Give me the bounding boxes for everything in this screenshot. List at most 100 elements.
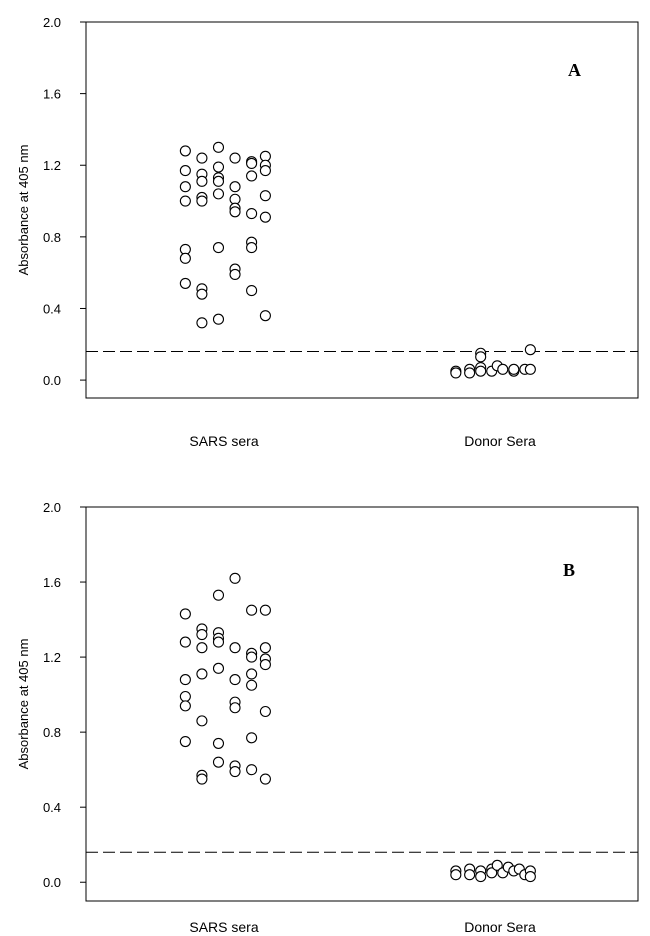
y-tick-label: 0.8 (43, 230, 61, 245)
data-point-sars-sera (212, 589, 225, 601)
y-tick-label: 0.0 (43, 373, 61, 388)
data-point-sars-sera (196, 715, 208, 727)
data-point-sars-sera (212, 188, 225, 200)
data-point-sars-sera (259, 165, 271, 177)
data-point-sars-sera (212, 242, 225, 254)
data-point-sars-sera (196, 195, 208, 207)
x-category-label: Donor Sera (464, 433, 536, 449)
y-tick-label: 2.0 (43, 15, 61, 30)
data-point-sars-sera (212, 313, 225, 325)
data-point-sars-sera (229, 206, 241, 218)
data-point-donor-sera (475, 871, 487, 883)
panel-letter: A (568, 60, 581, 80)
data-point-sars-sera (259, 642, 271, 654)
data-point-sars-sera (179, 195, 191, 207)
data-point-sars-sera (246, 764, 258, 776)
data-point-sars-sera (179, 636, 191, 648)
data-point-donor-sera (450, 869, 462, 881)
x-category-label: SARS sera (189, 433, 258, 449)
data-point-donor-sera (475, 365, 487, 377)
data-point-sars-sera (246, 170, 258, 182)
y-tick-label: 0.4 (43, 800, 61, 815)
data-point-sars-sera (179, 252, 191, 264)
y-tick-label: 0.0 (43, 875, 61, 890)
data-point-sars-sera (179, 181, 191, 193)
data-point-sars-sera (259, 310, 271, 322)
data-point-donor-sera (450, 367, 462, 379)
data-point-sars-sera (246, 242, 258, 254)
data-point-sars-sera (212, 175, 225, 187)
data-point-sars-sera (196, 288, 208, 300)
data-point-sars-sera (246, 604, 258, 616)
data-point-donor-sera (464, 367, 476, 379)
data-point-sars-sera (259, 190, 271, 202)
data-point-donor-sera (497, 363, 509, 375)
plot-frame (85, 506, 639, 902)
data-point-donor-sera (524, 344, 536, 356)
chart-panel-a: 0.0 0.4 0.8 1.2 1.6 2.0 Absorbance at 405 nm SA… (16, 15, 639, 449)
data-point-sars-sera (212, 737, 225, 749)
panel-letter: B (563, 560, 575, 580)
data-point-donor-sera (508, 363, 520, 375)
y-tick-label: 1.2 (43, 158, 61, 173)
data-point-sars-sera (196, 175, 208, 187)
data-point-sars-sera (246, 285, 258, 297)
data-point-sars-sera (259, 604, 271, 616)
data-point-sars-sera (246, 208, 258, 220)
x-category-label: Donor Sera (464, 919, 536, 935)
data-point-sars-sera (212, 161, 225, 173)
data-point-sars-sera (246, 668, 258, 680)
y-tick-label: 1.6 (43, 575, 61, 590)
data-point-sars-sera (179, 700, 191, 712)
data-point-sars-sera (259, 773, 271, 785)
data-point-donor-sera (486, 867, 498, 879)
data-point-sars-sera (229, 268, 241, 281)
data-point-sars-sera (229, 642, 241, 654)
data-point-sars-sera (229, 765, 241, 778)
y-tick-label: 1.6 (43, 87, 61, 102)
data-point-donor-sera (475, 351, 487, 363)
data-point-donor-sera (524, 363, 536, 375)
data-point-sars-sera (246, 157, 258, 169)
y-axis-label: Absorbance at 405 nm (16, 145, 31, 276)
y-tick-label: 2.0 (43, 500, 61, 515)
data-point-sars-sera (229, 181, 241, 193)
data-point-sars-sera (196, 642, 208, 654)
data-point-sars-sera (246, 732, 258, 744)
chart-panel-b: 0.0 0.4 0.8 1.2 1.6 2.0 Absorbance at 405 nm SA… (16, 500, 639, 935)
data-point-sars-sera (196, 152, 208, 164)
data-point-sars-sera (246, 679, 258, 691)
data-point-sars-sera (229, 674, 241, 686)
data-point-sars-sera (179, 277, 191, 289)
data-point-donor-sera (524, 871, 536, 883)
x-category-label: SARS sera (189, 919, 258, 935)
plot-frame (85, 21, 639, 399)
y-tick-label: 0.8 (43, 725, 61, 740)
data-point-sars-sera (259, 659, 271, 671)
data-point-sars-sera (196, 317, 208, 329)
data-point-sars-sera (196, 773, 208, 785)
data-point-sars-sera (179, 690, 191, 703)
data-point-sars-sera (229, 152, 241, 164)
y-tick-label: 0.4 (43, 301, 61, 316)
data-point-sars-sera (179, 608, 191, 620)
data-point-sars-sera (229, 702, 241, 714)
data-point-sars-sera (259, 705, 271, 718)
data-point-sars-sera (196, 668, 208, 680)
data-point-sars-sera (212, 662, 225, 674)
data-point-sars-sera (179, 145, 191, 157)
data-point-sars-sera (246, 651, 258, 663)
data-point-sars-sera (212, 636, 225, 648)
data-point-sars-sera (212, 141, 225, 153)
y-tick-label: 1.2 (43, 650, 61, 665)
data-point-sars-sera (212, 756, 225, 768)
y-axis-label: Absorbance at 405 nm (16, 639, 31, 770)
data-point-sars-sera (179, 165, 191, 177)
data-point-donor-sera (464, 869, 476, 881)
data-point-donor-sera (491, 859, 503, 871)
data-point-sars-sera (179, 735, 191, 748)
data-point-sars-sera (196, 629, 208, 641)
data-point-sars-sera (229, 572, 241, 584)
data-point-sars-sera (259, 211, 271, 223)
